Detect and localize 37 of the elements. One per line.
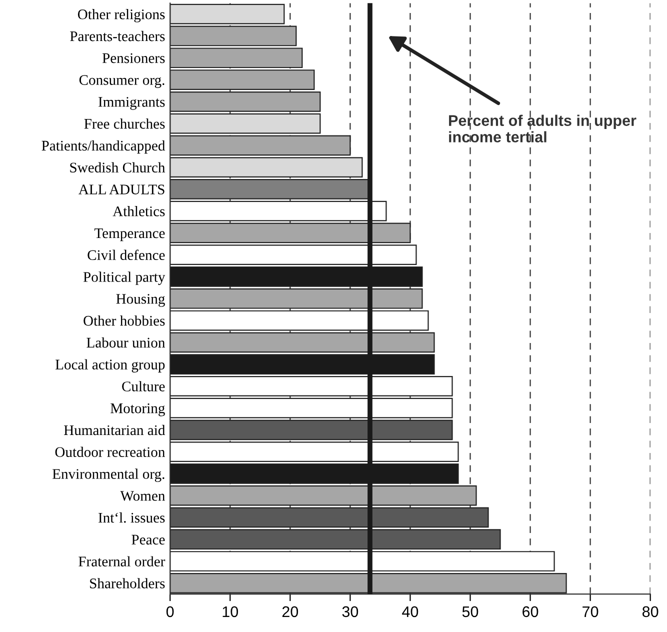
y-tick-label: Local action group [56, 359, 165, 372]
y-tick-label: Immigrants [98, 97, 165, 110]
x-tick-label: 20 [282, 606, 298, 618]
y-tick-label: Fraternal order [78, 556, 166, 566]
y-tick-label: Temperance [94, 228, 165, 242]
y-tick-label: Consumer org. [79, 75, 164, 88]
y-tick-label: Peace [132, 534, 165, 545]
x-tick-label: 30 [342, 606, 358, 618]
y-tick-label: ALL ADULTS [78, 184, 164, 194]
y-tick-label: Labour union [86, 337, 166, 348]
y-tick-label: Environmental org. [52, 468, 164, 482]
y-tick-label: Other hobbies [84, 315, 165, 326]
y-tick-label: Shareholders [90, 578, 165, 588]
y-tick-label: Athletics [112, 206, 165, 216]
y-tick-label: Patients/handicapped [42, 140, 166, 154]
ref-line-label: Percent of adults in upper income tertial [449, 114, 636, 142]
y-tick-label: Civil defence [88, 250, 165, 260]
y-tick-label: Political party [83, 272, 166, 285]
x-tick-label: 10 [222, 606, 238, 618]
y-tick-label: Swedish Church [70, 162, 166, 173]
y-tick-label: Housing [116, 294, 165, 307]
x-tick-label: 60 [522, 606, 538, 618]
y-tick-label: Culture [122, 381, 165, 392]
y-tick-label: Free churches [84, 118, 165, 129]
y-tick-label: Humanitarian aid [64, 424, 166, 436]
x-tick-label: 0 [166, 606, 174, 618]
x-tick-label: 40 [402, 606, 418, 618]
y-tick-label: Int‘l. issues [98, 512, 165, 523]
y-tick-label: Women [120, 491, 165, 501]
x-tick-label: 50 [462, 606, 478, 618]
y-tick-label: Pensioners [102, 53, 165, 64]
y-tick-label: Parents-teachers [70, 30, 165, 42]
y-tick-label: Outdoor recreation [55, 446, 165, 458]
x-tick-label: 80 [642, 606, 658, 618]
y-tick-label: Other religions [78, 9, 165, 22]
y-tick-label: Motoring [110, 403, 165, 416]
x-tick-label: 70 [582, 606, 598, 618]
